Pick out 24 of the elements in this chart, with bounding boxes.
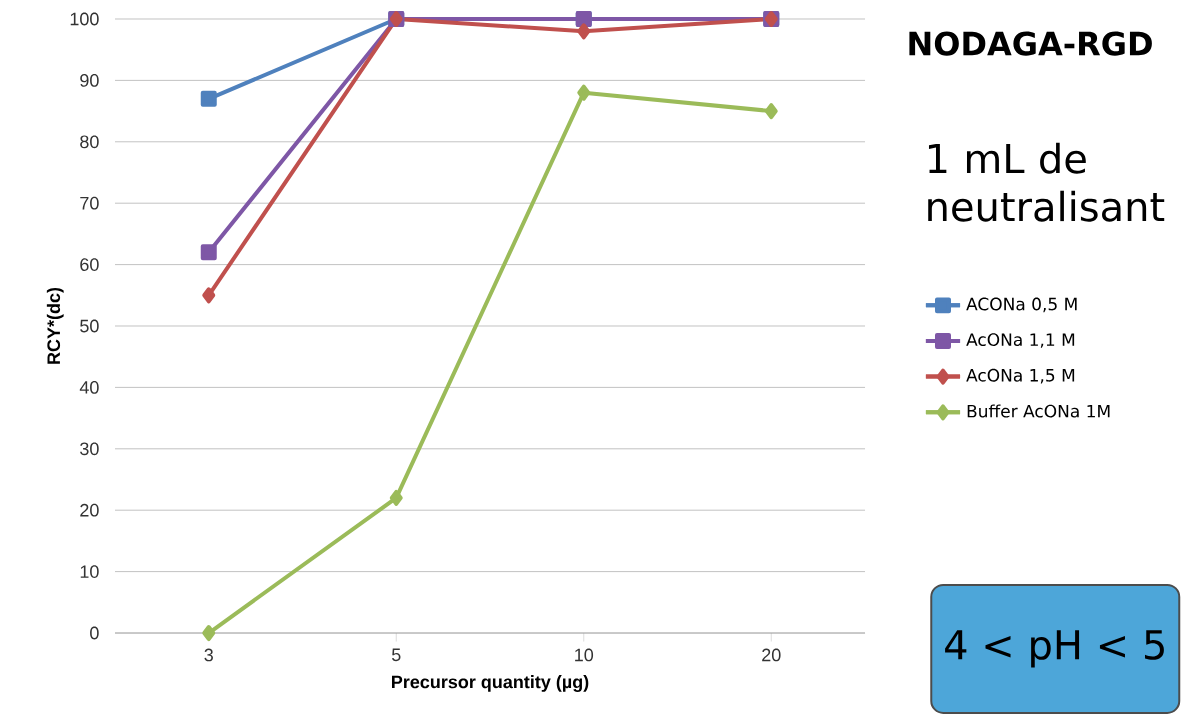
y-tick-label: 70 xyxy=(80,196,99,210)
text: 1 mL de neutralisant xyxy=(928,142,1165,222)
y-tick-label: 50 xyxy=(80,319,99,333)
x-tick-label: 5 xyxy=(391,648,401,662)
y-tick-label: 100 xyxy=(70,12,99,26)
y-tick-label: 20 xyxy=(80,503,99,517)
y-tick-label: 90 xyxy=(80,74,99,87)
y-tick-label: 10 xyxy=(80,565,99,578)
x-tick-label: 20 xyxy=(762,648,781,662)
y-axis-title: RCY*(dc) xyxy=(46,287,64,364)
y-tick-label: 0 xyxy=(90,626,99,640)
x-tick-label: 10 xyxy=(575,648,594,662)
text: 4 < pH < 5 xyxy=(945,630,1164,668)
text: NODAGA-RGD xyxy=(909,31,1152,56)
y-tick-label: 40 xyxy=(79,381,99,394)
x-axis-title: Precursor quantity (µg) xyxy=(392,675,589,692)
legend-label: AcONa 1,5 M xyxy=(966,368,1075,384)
legend-label: Buffer AcONa 1M xyxy=(967,404,1110,418)
y-tick-label: 30 xyxy=(80,442,99,456)
y-tick-label: 60 xyxy=(80,258,99,271)
x-tick-label: 3 xyxy=(204,648,213,662)
legend-label: AcONa 1,1 M xyxy=(966,333,1075,348)
legend-label: ACONa 0,5 M xyxy=(966,297,1077,313)
y-tick-label: 80 xyxy=(80,135,99,149)
